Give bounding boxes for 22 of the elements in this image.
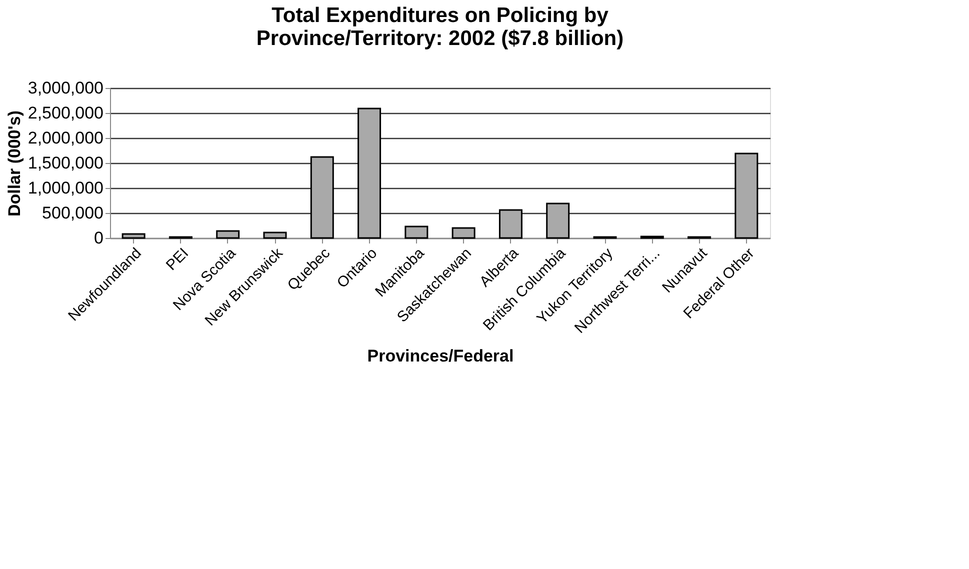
bar [216,230,240,239]
y-tick-label: 3,000,000 [28,78,104,98]
bar [358,108,382,239]
bar [452,227,476,239]
y-tick-label: 2,000,000 [28,128,104,148]
y-tick-label: 500,000 [42,204,104,222]
y-tick-label: 0 [94,228,104,248]
x-tick-label: PEI [162,244,192,274]
bar [122,233,146,239]
bar [498,209,522,239]
y-tick-label: 1,000,000 [28,178,104,198]
y-axis-title: Dollar (000's) [4,110,24,217]
y-tick-label: 2,500,000 [28,104,104,122]
bar [546,202,570,239]
y-tick-label: 1,500,000 [28,154,104,172]
x-axis-title: Provinces/Federal [367,346,514,366]
bar [734,152,758,239]
bar [404,226,428,239]
text: Province/Territory: 2002 ($7.8 billion) [256,27,624,50]
bar [263,232,287,239]
text: Total Expenditures on Policing by [272,4,608,27]
bar [310,156,334,239]
